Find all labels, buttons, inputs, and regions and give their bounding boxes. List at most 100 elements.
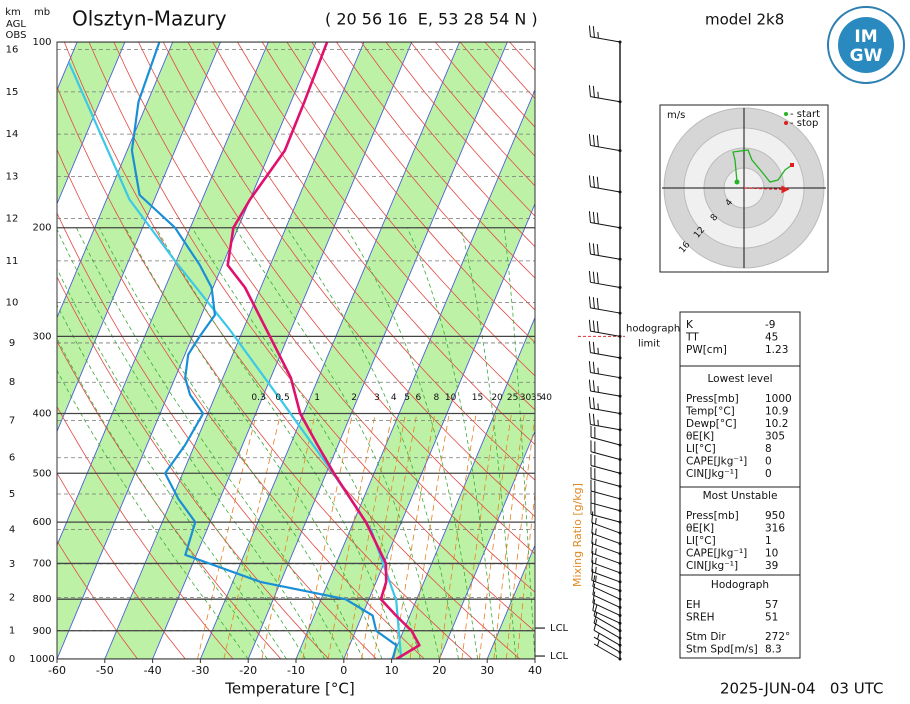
barb-feather bbox=[589, 85, 590, 96]
height-tick-label: 8 bbox=[9, 377, 15, 388]
mixing-ratio-label: 25 bbox=[507, 393, 518, 403]
barb-station bbox=[619, 614, 622, 617]
height-tick-label: 6 bbox=[9, 453, 15, 464]
mixing-ratio-label: 5 bbox=[404, 393, 410, 403]
wind-barb bbox=[589, 25, 621, 43]
logo-text: IM bbox=[854, 27, 877, 47]
row-label: CIN[Jkg⁻¹] bbox=[686, 468, 738, 480]
index-label: K bbox=[686, 319, 694, 331]
hodograph-stop bbox=[790, 163, 794, 167]
barb-station bbox=[619, 542, 622, 545]
wind-barb bbox=[589, 134, 621, 152]
barb-station bbox=[619, 100, 622, 103]
barb-half bbox=[596, 548, 597, 554]
barb-station bbox=[619, 521, 622, 524]
barb-station bbox=[619, 629, 622, 632]
row-label: θE[K] bbox=[686, 431, 714, 443]
section-title: Lowest level bbox=[707, 373, 772, 385]
index-value: 45 bbox=[765, 332, 778, 344]
barb-feather bbox=[592, 522, 593, 533]
barb-shaft bbox=[592, 580, 620, 590]
height-sublabel: AGL bbox=[6, 19, 26, 30]
height-tick-label: 1 bbox=[9, 625, 15, 636]
height-tick-label: 14 bbox=[6, 129, 19, 140]
barb-feather bbox=[589, 134, 590, 145]
row-value: 272° bbox=[765, 631, 790, 643]
barb-feather bbox=[593, 86, 594, 97]
x-tick-label: 30 bbox=[480, 664, 494, 677]
barb-station bbox=[619, 376, 622, 379]
row-value: 316 bbox=[765, 523, 785, 535]
barb-shaft bbox=[590, 37, 620, 42]
barb-station bbox=[619, 598, 622, 601]
row-label: LI[°C] bbox=[686, 443, 716, 455]
barb-feather bbox=[593, 176, 594, 187]
barb-station bbox=[619, 552, 622, 555]
row-label: CIN[Jkg⁻¹] bbox=[686, 560, 738, 572]
barb-half bbox=[596, 558, 597, 564]
x-tick-label: 0 bbox=[340, 664, 347, 677]
legend-marker bbox=[784, 121, 788, 125]
row-label: CAPE[Jkg⁻¹] bbox=[686, 548, 747, 560]
barb-feather bbox=[589, 297, 590, 308]
x-tick-label: -30 bbox=[191, 664, 209, 677]
row-value: 10.2 bbox=[765, 418, 788, 430]
height-tick-label: 0 bbox=[9, 654, 15, 665]
barb-feather bbox=[589, 175, 590, 186]
barb-station bbox=[619, 395, 622, 398]
height-sublabel: OBS bbox=[6, 30, 27, 41]
barb-station bbox=[619, 444, 622, 447]
barb-feather bbox=[589, 341, 590, 352]
index-value: 1.23 bbox=[765, 344, 788, 356]
wind-barb bbox=[589, 320, 621, 338]
barb-feather bbox=[593, 297, 594, 308]
y-tick-label: 100 bbox=[32, 37, 51, 48]
barb-half bbox=[596, 567, 597, 573]
mixing-ratio-label: 6 bbox=[415, 393, 421, 403]
barb-station bbox=[619, 472, 622, 475]
index-label: PW[cm] bbox=[686, 344, 727, 356]
barb-station bbox=[619, 485, 622, 488]
barb-station bbox=[619, 356, 622, 359]
barb-shaft bbox=[590, 97, 620, 102]
row-label: Dewp[°C] bbox=[686, 418, 737, 430]
section-title: Most Unstable bbox=[703, 490, 778, 502]
row-label: Press[mb] bbox=[686, 510, 739, 522]
row-value: 10 bbox=[765, 548, 778, 560]
legend-label: - stop bbox=[790, 118, 818, 129]
height-tick-label: 9 bbox=[9, 338, 15, 349]
row-value: 1 bbox=[765, 535, 772, 547]
index-label: TT bbox=[685, 332, 699, 344]
barb-shaft bbox=[590, 187, 620, 192]
barb-feather bbox=[589, 320, 590, 331]
wind-barb bbox=[591, 440, 622, 461]
barb-station bbox=[619, 226, 622, 229]
legend-marker bbox=[784, 112, 788, 116]
barb-shaft bbox=[591, 437, 620, 445]
wind-barb bbox=[589, 341, 621, 359]
row-value: 51 bbox=[765, 612, 778, 624]
index-value: -9 bbox=[765, 319, 775, 331]
barb-station bbox=[619, 571, 622, 574]
height-tick-label: 7 bbox=[9, 415, 15, 426]
barb-shaft bbox=[590, 391, 620, 396]
wind-barb bbox=[589, 361, 621, 379]
barb-shaft bbox=[591, 514, 620, 522]
barb-half bbox=[596, 518, 597, 524]
x-tick-label: -20 bbox=[239, 664, 257, 677]
y-tick-label: 400 bbox=[32, 408, 51, 419]
mixing-ratio-label: 10 bbox=[445, 393, 457, 403]
y-tick-label: 600 bbox=[32, 517, 51, 528]
y-tick-label: 700 bbox=[32, 558, 51, 569]
barb-station bbox=[619, 335, 622, 338]
barb-station bbox=[619, 658, 622, 661]
date: 2025-JUN-04 03 UTC bbox=[720, 680, 883, 698]
row-label: Press[mb] bbox=[686, 393, 739, 405]
barb-shaft bbox=[590, 308, 620, 313]
barb-shaft bbox=[593, 587, 620, 600]
x-tick-label: -10 bbox=[287, 664, 305, 677]
row-value: 0 bbox=[765, 468, 772, 480]
wind-barb bbox=[589, 211, 621, 229]
mixing-ratio-label: 3 bbox=[374, 393, 380, 403]
barb-station bbox=[619, 41, 622, 44]
